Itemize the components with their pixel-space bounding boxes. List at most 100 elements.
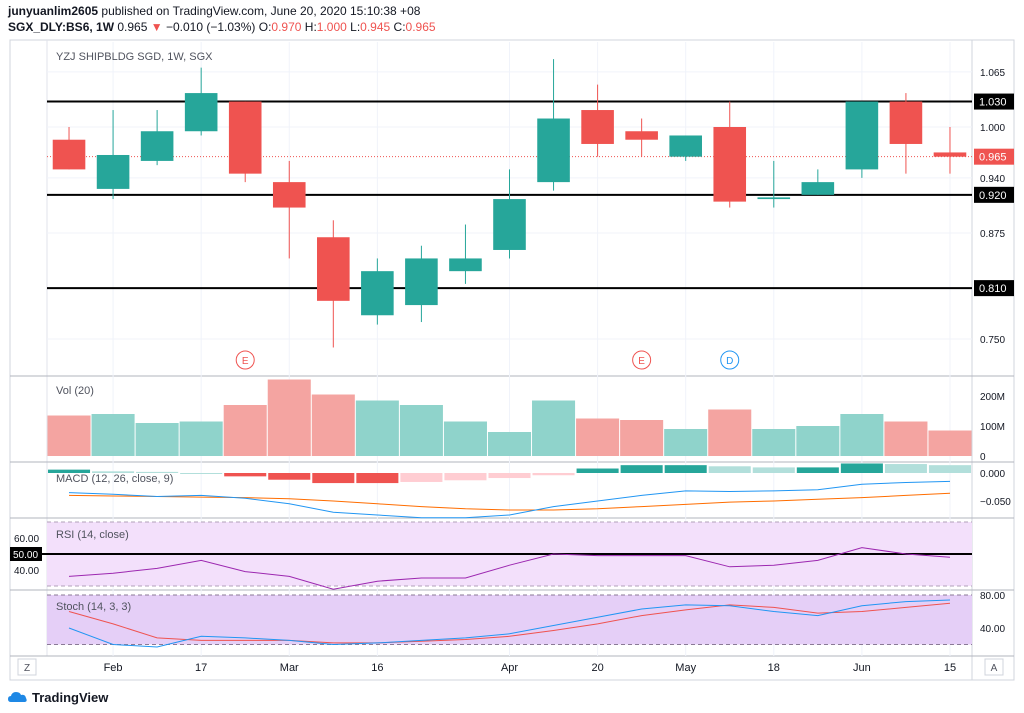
macd-histogram-bar: [796, 467, 839, 473]
candle-body: [361, 271, 394, 316]
candle[interactable]: [713, 101, 747, 208]
price-change: −0.010 (−1.03%): [165, 20, 256, 34]
candle[interactable]: [933, 127, 967, 174]
candle[interactable]: [625, 118, 658, 157]
open-label: O:: [258, 20, 272, 34]
candle[interactable]: [317, 220, 350, 348]
level-price-tag: [974, 186, 1014, 203]
candle-body: [184, 93, 218, 132]
volume-bar: [620, 420, 664, 456]
level-price-tag: [974, 93, 1014, 110]
dividend-event-label: D: [726, 356, 733, 367]
rsi-level-tag: [10, 547, 42, 561]
candle[interactable]: [228, 101, 262, 183]
volume-bar: [311, 394, 355, 456]
time-axis-label: 18: [768, 662, 780, 674]
volume-bar: [928, 430, 972, 456]
level-price-tag: [974, 280, 1014, 297]
close-value: 0.965: [405, 20, 436, 34]
price-tick-label: 0.875: [980, 229, 1005, 240]
candle[interactable]: [361, 258, 394, 325]
volume-bar: [796, 426, 840, 456]
down-arrow-icon: ▼: [150, 20, 163, 34]
candle[interactable]: [96, 110, 130, 200]
volume-bar: [47, 415, 91, 456]
candle-body: [140, 131, 174, 161]
time-axis-label: Mar: [280, 662, 299, 674]
tradingview-cloud-icon: [8, 691, 27, 702]
candle[interactable]: [52, 127, 86, 170]
low-value: 0.945: [360, 20, 391, 34]
tradingview-logo[interactable]: TradingView: [8, 690, 108, 705]
brand-name: TradingView: [32, 690, 109, 705]
macd-histogram-bar: [532, 473, 575, 476]
macd-signal-line: [68, 492, 951, 511]
auto-scale-button[interactable]: [984, 658, 1004, 676]
stoch-k-line: [68, 599, 951, 648]
zoom-button-label: Z: [24, 663, 30, 674]
macd-histogram-bar: [312, 473, 355, 484]
author-name[interactable]: junyuanlim2605: [8, 4, 99, 18]
candle[interactable]: [669, 135, 702, 161]
ohlc-legend: SGX_DLY:BS6, 1W 0.965 ▼ −0.010 (−1.03%) …: [8, 20, 436, 34]
price-tick-label: 0.940: [980, 174, 1005, 185]
candle-body: [228, 101, 262, 174]
candle[interactable]: [845, 101, 879, 178]
volume-bar: [752, 429, 796, 456]
earnings-event-label: E: [242, 356, 249, 367]
symbol-timeframe: SGX_DLY:BS6, 1W: [8, 20, 115, 34]
volume-bar: [135, 423, 179, 456]
stoch-tick-label: 80.00: [980, 591, 1005, 602]
rsi-level-label: 50.00: [13, 550, 38, 561]
candle-body: [317, 237, 350, 301]
time-axis-label: Apr: [501, 662, 518, 674]
volume-bar: [884, 421, 928, 456]
candle-body: [757, 197, 791, 200]
candle[interactable]: [184, 67, 218, 136]
earnings-event-marker[interactable]: [235, 350, 255, 370]
candle[interactable]: [405, 245, 438, 323]
macd-title: MACD (12, 26, close, 9): [56, 473, 173, 485]
macd-tick-label: 0.000: [980, 469, 1005, 480]
low-label: L:: [350, 20, 361, 34]
candle-body: [405, 258, 438, 306]
dividend-event-marker[interactable]: [720, 350, 740, 370]
macd-histogram-bar: [356, 473, 399, 484]
volume-title: Vol (20): [56, 385, 94, 397]
macd-histogram-bar: [444, 473, 487, 481]
macd-histogram-bar: [488, 473, 531, 479]
volume-bar: [576, 418, 620, 456]
macd-histogram-bar: [180, 473, 223, 474]
macd-histogram-bar: [92, 471, 135, 473]
candle-body: [449, 258, 482, 272]
candle[interactable]: [537, 59, 570, 191]
candle[interactable]: [493, 169, 526, 259]
rsi-tick-label: 60.00: [14, 534, 39, 545]
candle[interactable]: [449, 224, 482, 284]
candle-body: [96, 154, 130, 189]
candle-body: [713, 127, 747, 202]
macd-histogram-bar: [136, 471, 179, 473]
candle[interactable]: [140, 110, 174, 166]
macd-histogram-bar: [224, 473, 267, 477]
candle[interactable]: [757, 160, 791, 208]
candle-body: [625, 131, 658, 140]
volume-bar: [664, 429, 708, 456]
stoch-tick-label: 40.00: [980, 624, 1005, 635]
candle[interactable]: [581, 84, 614, 157]
chart-frame: [9, 39, 1015, 681]
candle[interactable]: [889, 93, 923, 174]
macd-histogram-bar: [884, 464, 927, 473]
zoom-button[interactable]: [17, 658, 37, 676]
macd-histogram-bar: [48, 469, 91, 473]
volume-tick-label: 0: [980, 452, 986, 463]
macd-histogram-bar: [840, 463, 883, 473]
macd-histogram-bar: [664, 465, 707, 473]
candle[interactable]: [801, 169, 835, 195]
candle-body: [493, 199, 526, 250]
earnings-event-marker[interactable]: [632, 350, 652, 370]
candle[interactable]: [272, 160, 306, 259]
volume-bar: [840, 414, 884, 456]
time-axis-label: 20: [591, 662, 603, 674]
